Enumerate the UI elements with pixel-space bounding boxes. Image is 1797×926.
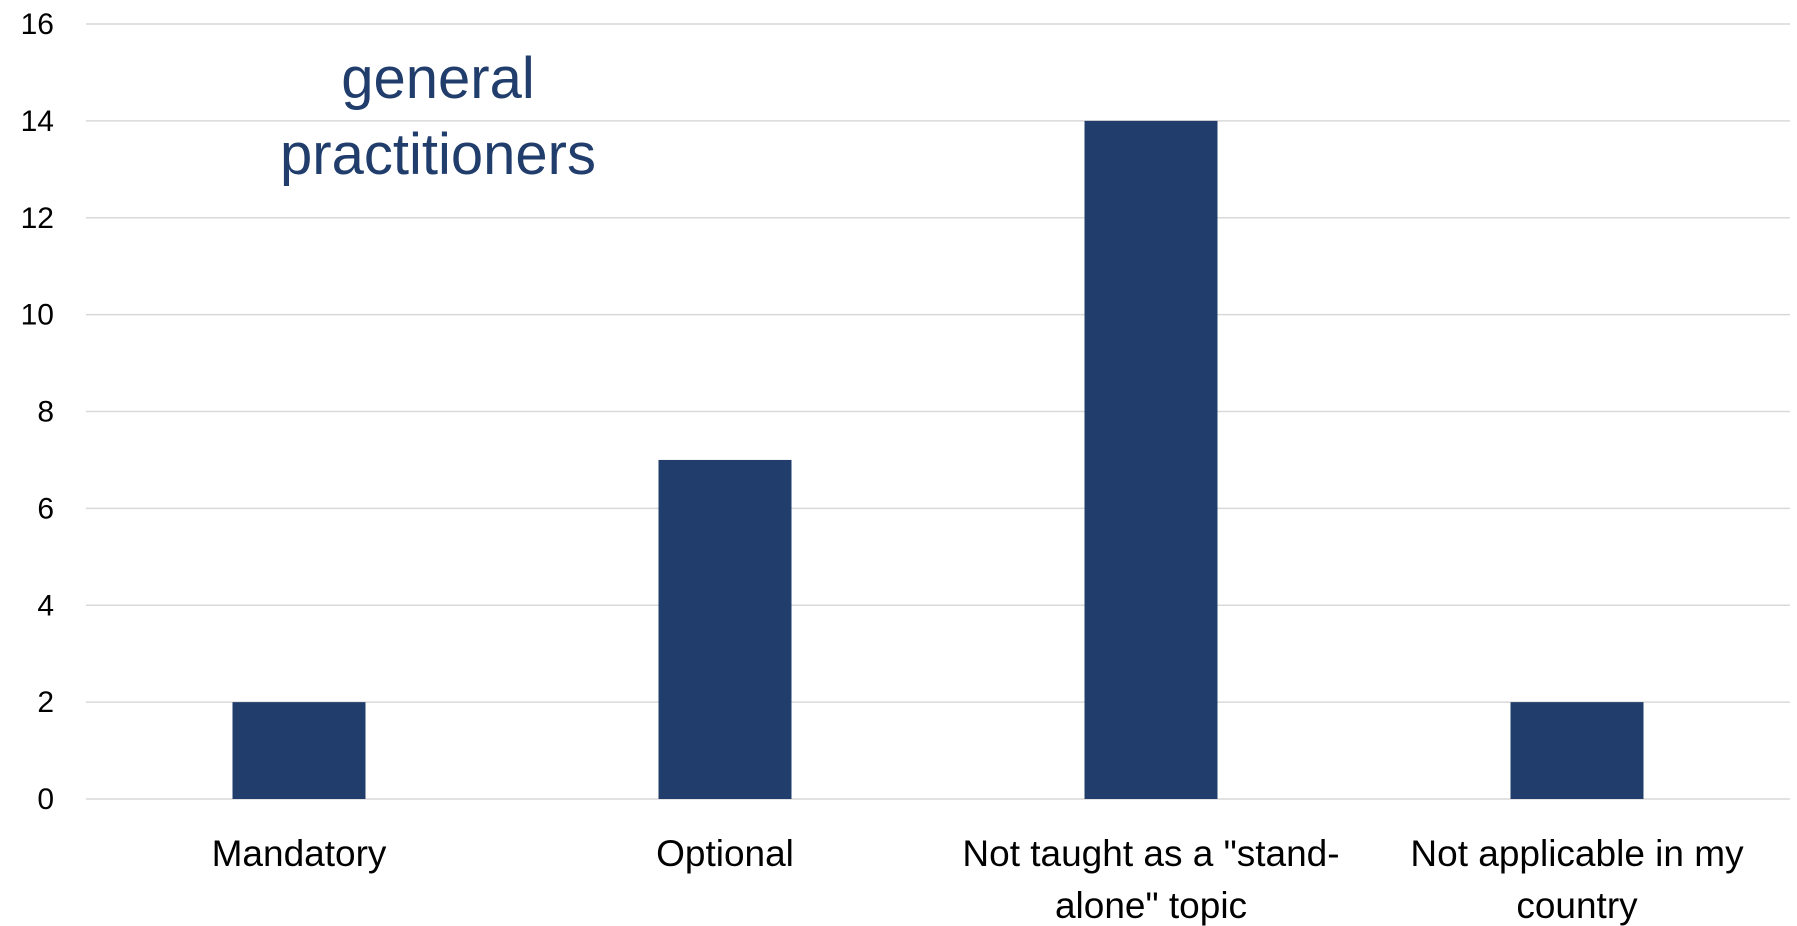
bar [1084, 120, 1218, 799]
y-tick-label: 10 [21, 299, 54, 332]
y-tick-label: 12 [21, 202, 54, 235]
x-category-label: Not taught as a "stand-alone" topic [962, 833, 1339, 926]
chart-title-text: general practitioners [280, 46, 596, 187]
bar [658, 459, 792, 799]
y-axis-tick-labels: 0 2 4 6 8 10 12 14 16 [21, 8, 54, 816]
x-category-label: Mandatory [212, 833, 387, 874]
gridlines [86, 23, 1790, 800]
x-category-label: Not applicable in my country [1410, 833, 1744, 926]
y-tick-label: 6 [37, 492, 54, 525]
y-tick-label: 0 [37, 783, 54, 816]
x-axis-category-labels: Mandatory Optional Not taught as a "stand-… [212, 833, 1744, 926]
bar [1510, 702, 1644, 799]
x-category-label: Optional [656, 833, 794, 874]
y-tick-label: 16 [21, 8, 54, 41]
bar [232, 702, 366, 799]
y-tick-label: 14 [21, 105, 54, 138]
y-tick-label: 8 [37, 396, 54, 429]
chart-title: general practitioners [280, 46, 596, 187]
bars [232, 120, 1644, 799]
y-tick-label: 2 [37, 686, 54, 719]
y-tick-label: 4 [37, 589, 54, 622]
